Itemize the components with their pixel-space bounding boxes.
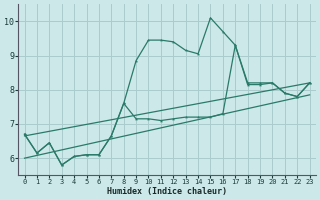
- X-axis label: Humidex (Indice chaleur): Humidex (Indice chaleur): [107, 187, 227, 196]
